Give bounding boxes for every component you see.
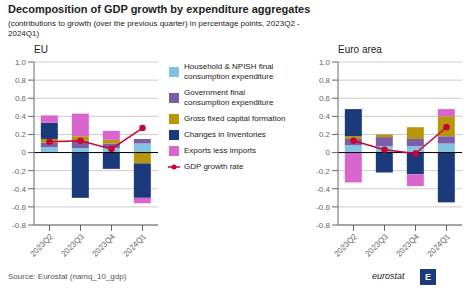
html-text:Source: Eurostat (namq_10_gdp): Source: Eurostat (namq_10_gdp) (8, 272, 127, 281)
svg-text:0.8: 0.8 (15, 76, 27, 85)
svg-text:0.4: 0.4 (15, 112, 27, 121)
html-text:E: E (425, 272, 431, 282)
html-text:GDP growth rate: GDP growth rate (184, 162, 244, 171)
svg-text:2024Q1: 2024Q1 (425, 232, 452, 259)
html-text:Exports less imports: Exports less imports (184, 146, 256, 155)
html-text:Government final consumption e: Government final consumption expenditure (184, 88, 274, 107)
svg-text:0.8: 0.8 (319, 76, 331, 85)
html-text:Euro area: Euro area (338, 44, 382, 55)
svg-text:1.0: 1.0 (319, 58, 331, 67)
svg-text:2023Q2: 2023Q2 (28, 232, 55, 259)
svg-text:2023Q3: 2023Q3 (363, 232, 390, 259)
svg-text:0.4: 0.4 (319, 112, 331, 121)
html-text:Gross fixed capital formation: Gross fixed capital formation (184, 114, 286, 123)
svg-text:0: 0 (326, 148, 331, 157)
svg-text:-0.2: -0.2 (12, 167, 26, 176)
html-text:(contributions to growth (over: (contributions to growth (over the previ… (8, 19, 300, 38)
svg-text:-0.8: -0.8 (316, 221, 330, 230)
svg-text:2023Q3: 2023Q3 (59, 232, 86, 259)
svg-text:-0.4: -0.4 (12, 185, 26, 194)
svg-text:-0.2: -0.2 (316, 167, 330, 176)
svg-text:-0.6: -0.6 (12, 203, 26, 212)
svg-text:-0.6: -0.6 (316, 203, 330, 212)
html-text:EU: EU (34, 44, 48, 55)
svg-text:2023Q2: 2023Q2 (332, 232, 359, 259)
svg-text:2023Q4: 2023Q4 (394, 232, 421, 259)
html-text:Changes in Inventories: Changes in Inventories (184, 130, 266, 139)
svg-text:2023Q4: 2023Q4 (90, 232, 117, 259)
svg-text:0: 0 (22, 148, 27, 157)
svg-text:0.6: 0.6 (15, 94, 27, 103)
svg-text:0.6: 0.6 (319, 94, 331, 103)
svg-text:2024Q1: 2024Q1 (121, 232, 148, 259)
html-text:Decomposition of GDP growth by: Decomposition of GDP growth by expenditu… (8, 3, 311, 15)
svg-text:1.0: 1.0 (15, 58, 27, 67)
svg-text:0.2: 0.2 (15, 130, 27, 139)
html-text:Household & NPISH final consum: Household & NPISH final consumption expe… (184, 62, 274, 81)
svg-text:-0.4: -0.4 (316, 185, 330, 194)
html-text:eurostat: eurostat (372, 271, 405, 281)
svg-text:-0.8: -0.8 (12, 221, 26, 230)
svg-text:0.2: 0.2 (319, 130, 331, 139)
